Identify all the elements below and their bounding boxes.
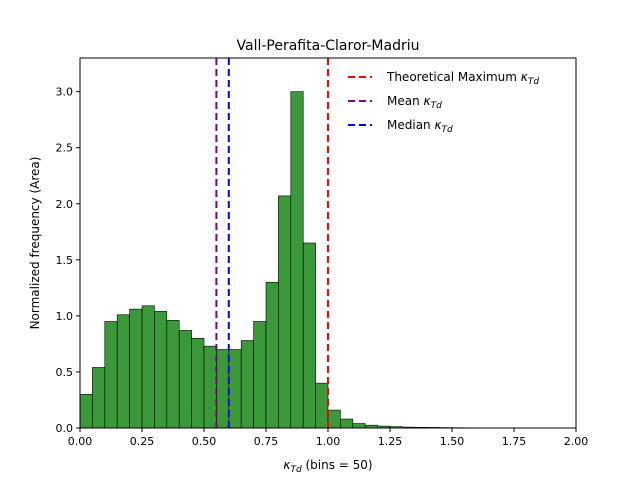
histogram-bar <box>92 367 106 429</box>
y-tick-label: 1.0 <box>56 310 74 323</box>
y-tick-label: 0.5 <box>56 366 74 379</box>
y-tick-label: 1.5 <box>56 254 74 267</box>
reference-lines-group <box>215 58 329 428</box>
histogram-bar <box>178 330 192 429</box>
histogram-bar <box>327 409 341 429</box>
y-tick-label: 0.0 <box>56 422 74 435</box>
histogram-bar <box>340 418 354 429</box>
histogram-bar <box>79 394 93 429</box>
histogram-bar <box>191 338 205 429</box>
histogram-bar <box>265 281 279 429</box>
histogram-bar <box>216 349 230 429</box>
histogram-bar <box>315 382 329 429</box>
x-axis-label: κTd (bins = 50) <box>283 458 372 475</box>
histogram-bar <box>253 321 267 429</box>
histogram-bar <box>290 91 304 429</box>
x-tick-label: 1.75 <box>502 435 527 448</box>
histogram-bar <box>203 345 217 429</box>
x-tick-label: 1.25 <box>378 435 403 448</box>
x-tick-label: 0.75 <box>254 435 279 448</box>
x-axis-ticks: 0.00 0.25 0.50 0.75 1.00 1.25 1.50 1.75 2.00 <box>68 428 589 448</box>
x-tick-label: 0.50 <box>192 435 217 448</box>
histogram-bar <box>116 314 130 429</box>
y-tick-label: 3.0 <box>56 86 74 99</box>
y-axis-label: Normalized frequency (Area) <box>28 157 42 330</box>
legend-label: Median κTd <box>387 118 453 135</box>
histogram-bar <box>302 242 316 429</box>
histogram-bar <box>154 311 168 429</box>
y-tick-label: 2.5 <box>56 142 74 155</box>
histogram-bar <box>352 423 366 429</box>
histogram-bar <box>228 349 242 429</box>
histogram-bar <box>141 305 155 429</box>
histogram-bar <box>129 308 143 429</box>
bars-group <box>79 91 490 429</box>
chart-title: Vall-Perafita-Claror-Madriu <box>237 38 420 54</box>
y-axis-ticks: 0.0 0.5 1.0 1.5 2.0 2.5 3.0 <box>56 86 80 435</box>
y-tick-label: 2.0 <box>56 198 74 211</box>
x-tick-label: 0.25 <box>130 435 155 448</box>
histogram-bar <box>278 195 292 429</box>
legend: Theoretical Maximum κTd Mean κTd Median κT… <box>348 70 539 135</box>
x-tick-label: 0.00 <box>68 435 93 448</box>
x-tick-label: 2.00 <box>564 435 589 448</box>
histogram-bar <box>166 320 180 429</box>
legend-label: Theoretical Maximum κTd <box>386 70 539 87</box>
legend-label: Mean κTd <box>387 94 442 111</box>
x-tick-label: 1.00 <box>316 435 341 448</box>
x-tick-label: 1.50 <box>440 435 465 448</box>
histogram-bar <box>104 321 118 429</box>
histogram-bar <box>240 340 254 429</box>
